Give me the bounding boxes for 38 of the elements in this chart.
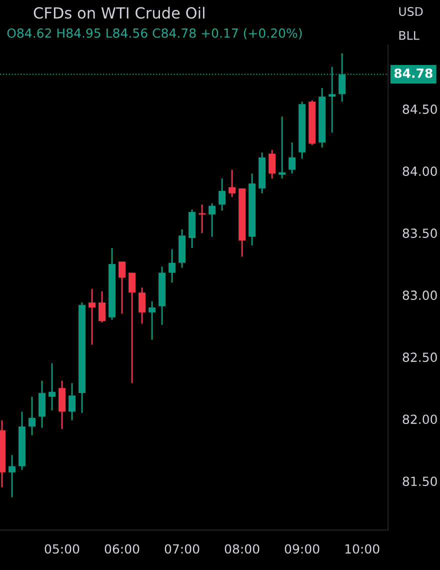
candlestick: [58, 380, 66, 430]
candlestick: [88, 288, 96, 346]
x-tick-label: 05:00: [44, 544, 80, 554]
candlestick: [8, 454, 16, 498]
candlestick: [98, 290, 106, 324]
y-tick-label: 82.50: [402, 352, 437, 362]
x-tick-label: 07:00: [164, 544, 200, 554]
y-tick-label: 84.50: [402, 104, 437, 114]
y-tick-label: 81.50: [402, 476, 437, 486]
candlestick: [278, 116, 286, 180]
candlestick: [28, 396, 36, 436]
candlestick: [268, 149, 276, 180]
candlestick: [118, 260, 126, 314]
text: USD: [399, 7, 423, 16]
candlestick: [128, 272, 136, 384]
candlestick: [208, 202, 216, 238]
y-tick-label: 82.00: [402, 414, 437, 424]
x-tick-label: 06:00: [104, 544, 140, 554]
chart-title: CFDs on WTI Crude Oil: [34, 6, 204, 19]
x-tick-label: 09:00: [284, 544, 320, 554]
y-tick-label: 84.00: [402, 166, 437, 176]
candlestick: [198, 204, 206, 234]
candlestick: [38, 380, 46, 428]
chart-subtitle: O84.62 H84.95 L84.56 C84.78 +0.17 (+0.20%): [7, 28, 302, 40]
candlestick: [138, 286, 146, 324]
candlestick: [68, 382, 76, 422]
candlestick: [168, 248, 176, 284]
y-tick-label: 83.50: [402, 228, 437, 238]
candlestick: [148, 300, 156, 340]
text: BLL: [399, 31, 420, 40]
x-tick-label: 08:00: [224, 544, 260, 554]
candlestick: [228, 169, 236, 198]
y-tick-label: 83.00: [402, 290, 437, 300]
candlestick: [48, 362, 56, 412]
candlestick: [288, 142, 296, 174]
candlestick: [218, 178, 226, 212]
x-tick-label: 10:00: [345, 544, 380, 554]
ref-line-label: 84.78: [394, 68, 432, 78]
